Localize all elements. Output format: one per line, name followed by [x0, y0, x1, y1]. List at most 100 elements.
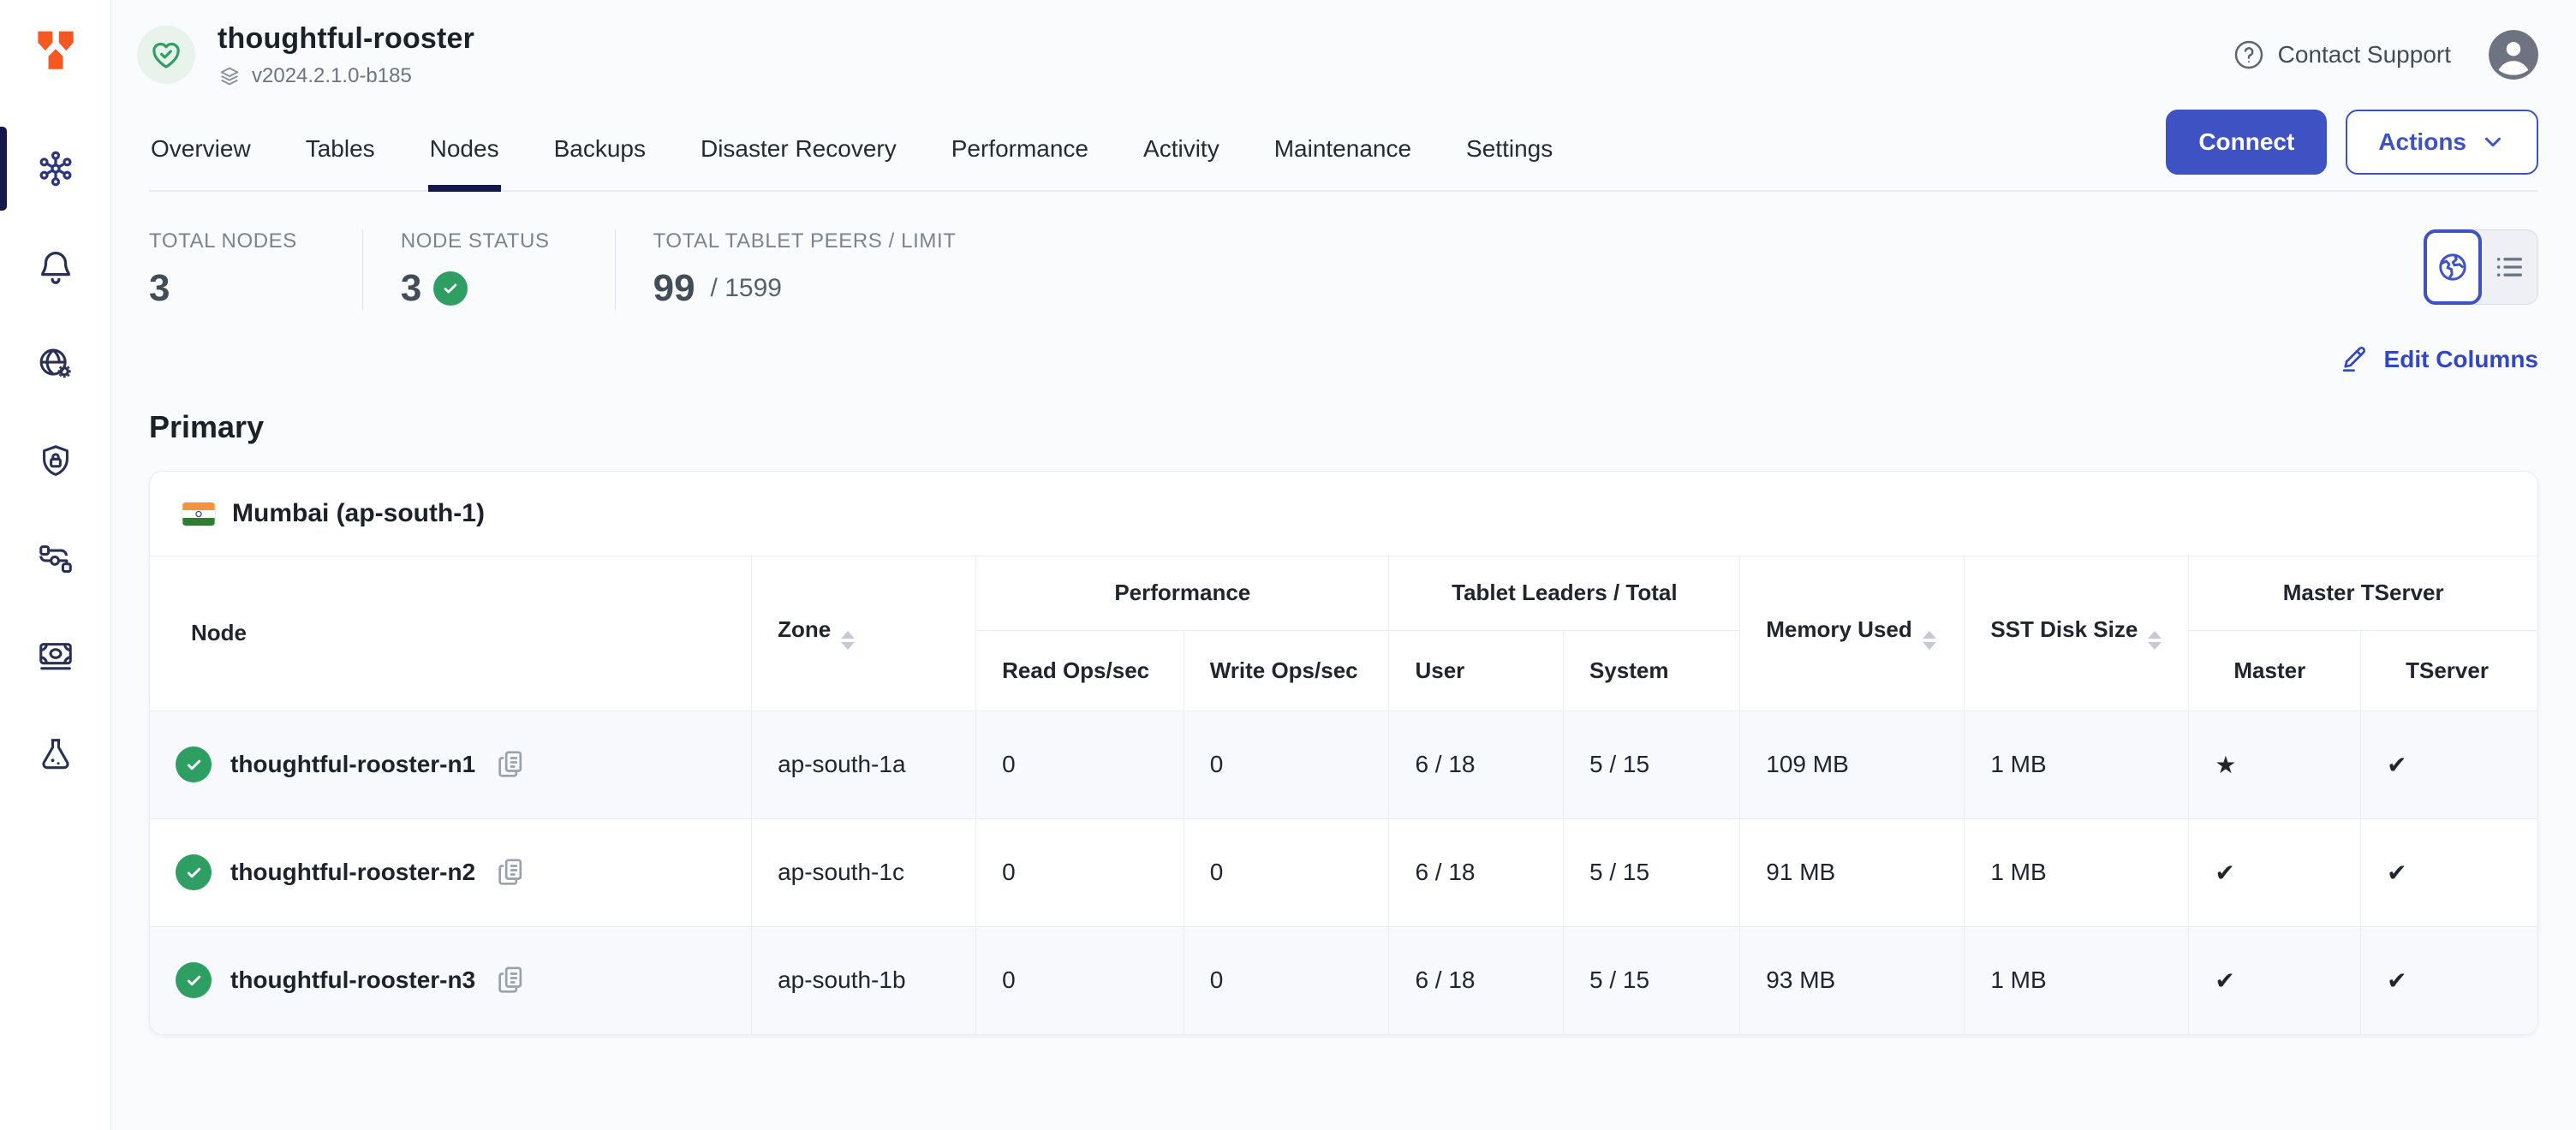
region-card-header: Mumbai (ap-south-1) — [150, 472, 2537, 556]
list-view-toggle[interactable] — [2481, 230, 2537, 304]
cluster-network-icon — [39, 151, 71, 187]
sidebar-item-labs[interactable] — [0, 705, 110, 803]
actions-button[interactable]: Actions — [2346, 110, 2538, 175]
sidebar-nav — [0, 120, 110, 803]
stat-total-nodes-value: 3 — [149, 267, 170, 309]
contact-support-link[interactable]: Contact Support — [2232, 38, 2451, 72]
column-header-master: Master — [2188, 629, 2362, 711]
node-write-ops: 0 — [1183, 818, 1390, 927]
stat-tablet-peers-limit: / 1599 — [710, 274, 782, 302]
tserver-check-icon: ✔ — [2360, 925, 2537, 1034]
tab-activity[interactable]: Activity — [1143, 135, 1219, 162]
flow-icon — [39, 545, 72, 574]
globe-gear-icon — [39, 348, 71, 378]
table-row-node-3: thoughtful-rooster-n3 ap-south-1b 0 0 — [150, 925, 2537, 1034]
node-user-tablets: 6 / 18 — [1388, 925, 1564, 1034]
sidebar-item-security[interactable] — [0, 413, 110, 510]
node-healthy-icon — [176, 962, 212, 999]
node-healthy-icon — [176, 746, 212, 782]
user-avatar[interactable] — [2489, 30, 2538, 80]
section-title: Primary — [149, 409, 265, 444]
globe-icon — [2439, 253, 2466, 281]
connect-label: Connect — [2198, 128, 2295, 155]
node-sst-disk-size: 1 MB — [1964, 818, 2190, 927]
node-system-tablets: 5 / 15 — [1562, 925, 1741, 1034]
copy-icon — [498, 751, 522, 777]
node-system-tablets: 5 / 15 — [1562, 818, 1741, 927]
flask-icon — [41, 739, 69, 770]
column-header-zone-label: Zone — [778, 616, 832, 643]
node-read-ops: 0 — [975, 925, 1184, 1034]
sidebar-item-clusters[interactable] — [0, 120, 110, 217]
yugabyte-logo[interactable] — [0, 0, 111, 104]
node-memory-used: 91 MB — [1739, 818, 1965, 927]
region-view-toggle[interactable] — [2424, 229, 2482, 305]
column-header-sst-label: SST Disk Size — [1990, 616, 2138, 643]
actions-label: Actions — [2378, 128, 2466, 155]
tab-backups[interactable]: Backups — [553, 135, 646, 162]
stat-node-status: NODE STATUS 3 — [361, 229, 615, 310]
column-header-read-ops: Read Ops/sec — [975, 629, 1184, 711]
tab-overview[interactable]: Overview — [151, 135, 251, 162]
tab-settings[interactable]: Settings — [1466, 135, 1553, 162]
sidebar-item-alerts[interactable] — [0, 217, 110, 315]
stat-total-nodes-label: TOTAL NODES — [149, 229, 297, 253]
question-circle-icon — [2234, 40, 2263, 69]
master-check-icon: ✔ — [2188, 925, 2362, 1034]
master-check-icon: ✔ — [2188, 818, 2362, 927]
node-system-tablets: 5 / 15 — [1562, 710, 1741, 819]
version-label: v2024.2.1.0-b185 — [252, 63, 412, 87]
column-header-sst[interactable]: SST Disk Size — [1964, 556, 2190, 711]
sidebar-item-billing[interactable] — [0, 608, 110, 705]
banknote-icon — [39, 643, 72, 670]
tab-performance[interactable]: Performance — [951, 135, 1089, 162]
tab-tables[interactable]: Tables — [305, 135, 375, 162]
stat-tablet-peers-value: 99 — [653, 267, 695, 309]
master-leader-star-icon: ★ — [2188, 710, 2362, 819]
header-actions: Contact Support — [2232, 30, 2538, 80]
node-zone: ap-south-1c — [751, 818, 977, 927]
tserver-check-icon: ✔ — [2360, 710, 2537, 819]
column-header-memory-label: Memory Used — [1766, 616, 1912, 643]
node-name: thoughtful-rooster-n2 — [230, 859, 476, 885]
tabs: Overview Tables Nodes Backups Disaster R… — [149, 113, 1554, 192]
copy-node-name-button[interactable] — [494, 855, 528, 889]
page-title: thoughtful-rooster — [218, 21, 475, 55]
node-write-ops: 0 — [1183, 710, 1390, 819]
list-icon — [2496, 258, 2522, 277]
edit-columns-button[interactable]: Edit Columns — [2340, 344, 2538, 375]
sidebar-item-migrations[interactable] — [0, 510, 110, 608]
tab-maintenance[interactable]: Maintenance — [1273, 135, 1412, 162]
node-read-ops: 0 — [975, 710, 1184, 819]
avatar-person-icon — [2489, 30, 2538, 80]
column-header-memory[interactable]: Memory Used — [1739, 556, 1965, 711]
view-toggle — [2424, 229, 2538, 305]
column-header-tserver: TServer — [2360, 629, 2537, 711]
column-header-zone[interactable]: Zone — [751, 556, 977, 711]
column-header-user: User — [1388, 629, 1564, 711]
shield-lock-icon — [42, 445, 69, 476]
copy-node-name-button[interactable] — [494, 747, 528, 782]
node-healthy-icon — [176, 854, 212, 890]
sidebar-item-regions[interactable] — [0, 315, 110, 413]
tserver-check-icon: ✔ — [2360, 818, 2537, 927]
column-group-master-tserver: Master TServer — [2188, 556, 2537, 631]
node-sst-disk-size: 1 MB — [1964, 710, 2190, 819]
copy-node-name-button[interactable] — [494, 963, 528, 997]
version-row: v2024.2.1.0-b185 — [218, 64, 474, 88]
tab-disaster-recovery[interactable]: Disaster Recovery — [700, 135, 897, 162]
region-card: Mumbai (ap-south-1) Node Zone Performanc… — [149, 471, 2538, 1035]
connect-button[interactable]: Connect — [2166, 110, 2328, 175]
stat-tablet-peers-label: TOTAL TABLET PEERS / LIMIT — [653, 229, 957, 253]
tab-actions: Connect Actions — [2166, 110, 2538, 190]
pencil-icon — [2342, 346, 2365, 372]
tab-nodes[interactable]: Nodes — [427, 113, 501, 192]
india-flag-icon — [182, 502, 215, 526]
node-memory-used: 93 MB — [1739, 925, 1965, 1034]
region-title: Mumbai (ap-south-1) — [232, 499, 485, 527]
stat-tablet-peers: TOTAL TABLET PEERS / LIMIT 99 / 1599 — [614, 229, 1022, 310]
contact-support-label: Contact Support — [2277, 41, 2451, 68]
bell-icon — [40, 252, 70, 284]
column-header-write-ops: Write Ops/sec — [1183, 629, 1390, 711]
cluster-title-block: thoughtful-rooster v2024.2.1.0-b185 — [218, 22, 474, 88]
